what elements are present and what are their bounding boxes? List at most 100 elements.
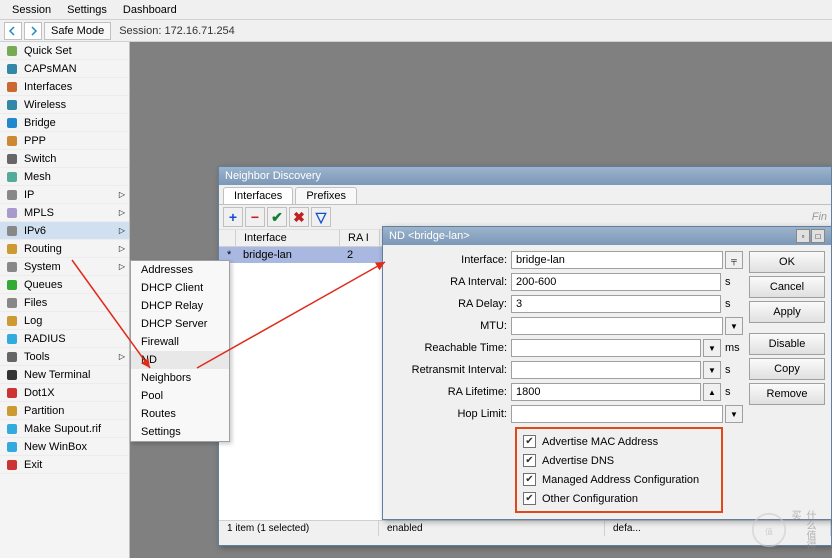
sidebar-item-wireless[interactable]: Wireless xyxy=(0,96,129,114)
sidebar-item-label: Wireless xyxy=(24,99,66,111)
tab-interfaces[interactable]: Interfaces xyxy=(223,187,293,204)
tabs: Interfaces Prefixes xyxy=(219,185,831,205)
reachable-field[interactable] xyxy=(511,339,701,357)
status-count: 1 item (1 selected) xyxy=(219,521,379,536)
submenu-item-nd[interactable]: ND xyxy=(131,351,229,369)
tab-prefixes[interactable]: Prefixes xyxy=(295,187,357,204)
sidebar-item-files[interactable]: Files xyxy=(0,294,129,312)
submenu-item-routes[interactable]: Routes xyxy=(131,405,229,423)
route-icon xyxy=(4,241,20,257)
retransmit-down-icon[interactable]: ▼ xyxy=(703,361,721,379)
menu-settings[interactable]: Settings xyxy=(59,2,115,18)
submenu-item-addresses[interactable]: Addresses xyxy=(131,261,229,279)
interface-dropdown-icon[interactable]: ╤ xyxy=(725,251,743,269)
submenu-item-neighbors[interactable]: Neighbors xyxy=(131,369,229,387)
sidebar-item-mpls[interactable]: MPLS▷ xyxy=(0,204,129,222)
mtu-down-icon[interactable]: ▼ xyxy=(725,317,743,335)
ra-delay-label: RA Delay: xyxy=(389,298,511,310)
col-ra[interactable]: RA I xyxy=(340,230,380,246)
col-marker[interactable] xyxy=(219,230,236,246)
adv-dns-checkbox[interactable]: ✔ xyxy=(523,454,536,467)
hop-limit-field[interactable] xyxy=(511,405,723,423)
submenu-item-dhcp-client[interactable]: DHCP Client xyxy=(131,279,229,297)
ra-lifetime-field[interactable]: 1800 xyxy=(511,383,701,401)
sidebar-item-label: Tools xyxy=(24,351,50,363)
sidebar-item-log[interactable]: Log xyxy=(0,312,129,330)
sidebar-item-ppp[interactable]: PPP xyxy=(0,132,129,150)
mtu-label: MTU: xyxy=(389,320,511,332)
dialog-buttons: OK Cancel Apply Disable Copy Remove xyxy=(749,251,825,513)
interface-label: Interface: xyxy=(389,254,511,266)
sidebar-item-tools[interactable]: Tools▷ xyxy=(0,348,129,366)
radius-icon xyxy=(4,331,20,347)
sidebar-item-new-winbox[interactable]: New WinBox xyxy=(0,438,129,456)
disable-button[interactable]: Disable xyxy=(749,333,825,355)
sidebar-item-ip[interactable]: IP▷ xyxy=(0,186,129,204)
undo-button[interactable] xyxy=(4,22,22,40)
submenu-item-firewall[interactable]: Firewall xyxy=(131,333,229,351)
status-enabled: enabled xyxy=(379,521,605,536)
ra-interval-field[interactable]: 200-600 xyxy=(511,273,721,291)
sidebar-item-radius[interactable]: RADIUS xyxy=(0,330,129,348)
sidebar-item-bridge[interactable]: Bridge xyxy=(0,114,129,132)
retransmit-field[interactable] xyxy=(511,361,701,379)
managed-checkbox[interactable]: ✔ xyxy=(523,473,536,486)
mtu-field[interactable] xyxy=(511,317,723,335)
find-placeholder[interactable]: Fin xyxy=(812,211,827,223)
sidebar-item-routing[interactable]: Routing▷ xyxy=(0,240,129,258)
submenu-item-dhcp-relay[interactable]: DHCP Relay xyxy=(131,297,229,315)
managed-label: Managed Address Configuration xyxy=(542,474,699,486)
sidebar-item-capsman[interactable]: CAPsMAN xyxy=(0,60,129,78)
remove-button[interactable]: Remove xyxy=(749,383,825,405)
safe-mode-button[interactable]: Safe Mode xyxy=(44,22,111,40)
other-checkbox[interactable]: ✔ xyxy=(523,492,536,505)
sidebar-item-ipv6[interactable]: IPv6▷ xyxy=(0,222,129,240)
submenu-item-settings[interactable]: Settings xyxy=(131,423,229,441)
enable-button[interactable]: ✔ xyxy=(267,207,287,227)
ra-delay-field[interactable]: 3 xyxy=(511,295,721,313)
hop-limit-down-icon[interactable]: ▼ xyxy=(725,405,743,423)
sidebar-item-label: Mesh xyxy=(24,171,51,183)
add-button[interactable]: + xyxy=(223,207,243,227)
svg-text:值: 值 xyxy=(765,527,773,537)
sidebar-item-interfaces[interactable]: Interfaces xyxy=(0,78,129,96)
sidebar-item-dot1x[interactable]: Dot1X xyxy=(0,384,129,402)
remove-button[interactable]: − xyxy=(245,207,265,227)
ra-lifetime-up-icon[interactable]: ▲ xyxy=(703,383,721,401)
dialog-titlebar[interactable]: ND <bridge-lan> ▫ □ xyxy=(383,227,831,245)
sidebar-item-mesh[interactable]: Mesh xyxy=(0,168,129,186)
menubar: Session Settings Dashboard xyxy=(0,0,832,20)
sidebar-item-make-supout.rif[interactable]: Make Supout.rif xyxy=(0,420,129,438)
cancel-button[interactable]: Cancel xyxy=(749,276,825,298)
sidebar-item-label: Make Supout.rif xyxy=(24,423,101,435)
expand-icon: ▷ xyxy=(119,262,125,271)
submenu-item-dhcp-server[interactable]: DHCP Server xyxy=(131,315,229,333)
sidebar-item-new-terminal[interactable]: New Terminal xyxy=(0,366,129,384)
files-icon xyxy=(4,295,20,311)
sidebar-item-queues[interactable]: Queues xyxy=(0,276,129,294)
filter-button[interactable]: ▽ xyxy=(311,207,331,227)
col-interface[interactable]: Interface xyxy=(236,230,340,246)
reachable-down-icon[interactable]: ▼ xyxy=(703,339,721,357)
menu-dashboard[interactable]: Dashboard xyxy=(115,2,185,18)
sidebar-item-label: Switch xyxy=(24,153,56,165)
sidebar-item-quick-set[interactable]: Quick Set xyxy=(0,42,129,60)
sidebar-item-partition[interactable]: Partition xyxy=(0,402,129,420)
sidebar-item-switch[interactable]: Switch xyxy=(0,150,129,168)
submenu-item-pool[interactable]: Pool xyxy=(131,387,229,405)
sidebar-item-exit[interactable]: Exit xyxy=(0,456,129,474)
redo-button[interactable] xyxy=(24,22,42,40)
maximize-icon[interactable]: □ xyxy=(811,229,825,243)
minimize-icon[interactable]: ▫ xyxy=(796,229,810,243)
menu-session[interactable]: Session xyxy=(4,2,59,18)
disable-button[interactable]: ✖ xyxy=(289,207,309,227)
exit-icon xyxy=(4,457,20,473)
sidebar-item-system[interactable]: System▷ xyxy=(0,258,129,276)
adv-mac-checkbox[interactable]: ✔ xyxy=(523,435,536,448)
queue-icon xyxy=(4,277,20,293)
copy-button[interactable]: Copy xyxy=(749,358,825,380)
window-titlebar[interactable]: Neighbor Discovery xyxy=(219,167,831,185)
ok-button[interactable]: OK xyxy=(749,251,825,273)
interface-field[interactable]: bridge-lan xyxy=(511,251,723,269)
apply-button[interactable]: Apply xyxy=(749,301,825,323)
